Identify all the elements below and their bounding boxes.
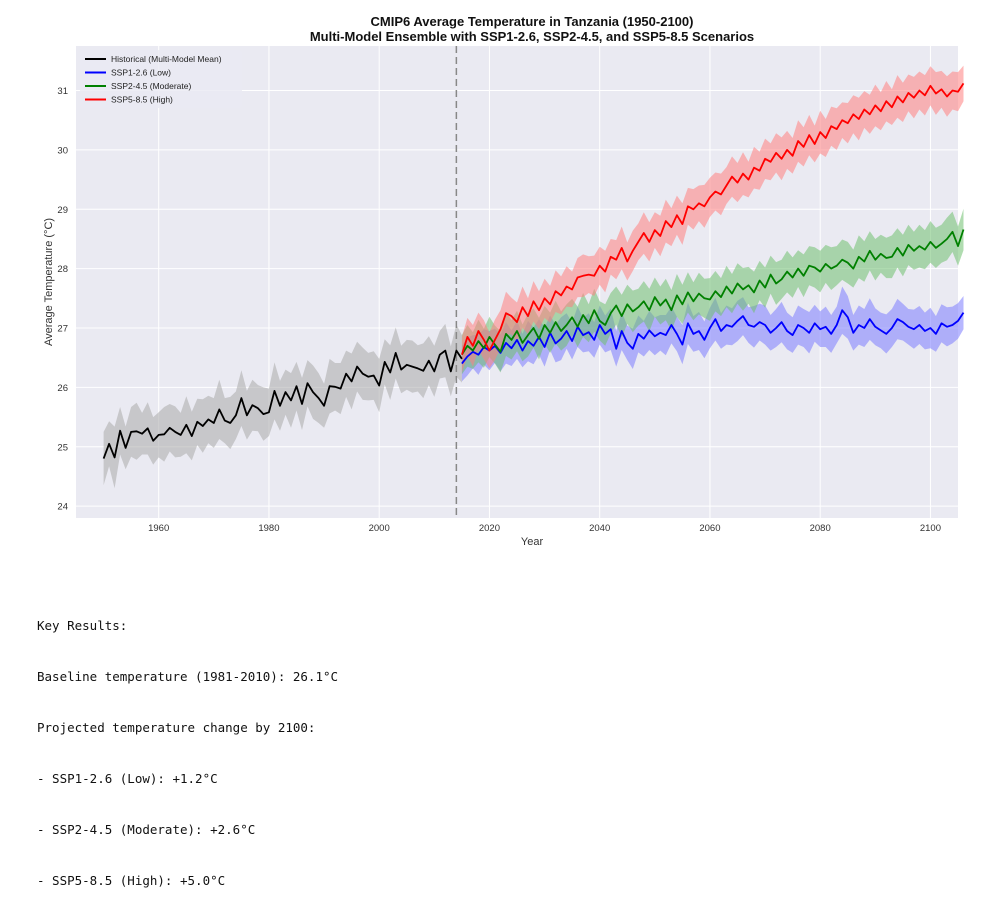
y-tick-label: 30: [57, 145, 68, 156]
grid: [76, 46, 958, 518]
legend: Historical (Multi-Model Mean) SSP1-2.6 (L…: [80, 50, 242, 108]
x-tick-label: 2020: [479, 523, 500, 534]
results-ssp126: - SSP1-2.6 (Low): +1.2°C: [37, 771, 218, 786]
chart-title: CMIP6 Average Temperature in Tanzania (1…: [371, 14, 694, 29]
x-tick-label: 1960: [148, 523, 169, 534]
ssp1-2-6-low-line: [461, 309, 965, 365]
x-tick-label: 2080: [810, 523, 831, 534]
legend-entry: SSP1-2.6 (Low): [111, 68, 171, 78]
y-tick-label: 29: [57, 205, 68, 216]
y-tick-label: 31: [57, 86, 68, 97]
ssp1-2-6-low-band: [461, 286, 964, 382]
x-tick-label: 2040: [589, 523, 610, 534]
y-tick-label: 24: [57, 502, 68, 513]
x-tick-label: 2060: [699, 523, 720, 534]
results-projection-heading: Projected temperature change by 2100:: [37, 720, 316, 735]
y-axis-label: Average Temperature (°C): [43, 218, 55, 346]
historical-multi-model-mean-line: [102, 349, 463, 459]
x-axis-label: Year: [521, 536, 544, 548]
x-tick-label: 2100: [920, 523, 941, 534]
x-tick-label: 2000: [369, 523, 390, 534]
legend-entry: Historical (Multi-Model Mean): [111, 54, 222, 64]
y-tick-label: 26: [57, 383, 68, 394]
legend-box: [80, 50, 242, 108]
y-tick-label: 27: [57, 324, 68, 335]
figure: CMIP6 Average Temperature in Tanzania (1…: [43, 14, 965, 548]
ssp2-4-5-moderate-line: [461, 229, 965, 356]
results-ssp585: - SSP5-8.5 (High): +5.0°C: [37, 873, 226, 888]
key-results: Key Results: Baseline temperature (1981-…: [37, 583, 937, 906]
chart-subtitle: Multi-Model Ensemble with SSP1-2.6, SSP2…: [310, 29, 754, 44]
series-lines: [102, 82, 965, 459]
axis-ticks: 1960 1980 2000 2020 2040 2060 2080 2100 24 25 26 27…: [57, 86, 941, 534]
legend-entry: SSP5-8.5 (High): [111, 95, 173, 105]
historical-multi-model-mean-band: [103, 323, 462, 489]
y-tick-label: 25: [57, 442, 68, 453]
legend-entry: SSP2-4.5 (Moderate): [111, 81, 191, 91]
temperature-chart: CMIP6 Average Temperature in Tanzania (1…: [43, 14, 965, 548]
ssp5-8-5-high-line: [461, 82, 965, 355]
x-tick-label: 1980: [258, 523, 279, 534]
results-heading: Key Results:: [37, 618, 128, 633]
results-baseline: Baseline temperature (1981-2010): 26.1°C: [37, 669, 339, 684]
results-ssp245: - SSP2-4.5 (Moderate): +2.6°C: [37, 822, 256, 837]
ssp5-8-5-high-band: [461, 65, 964, 373]
y-tick-label: 28: [57, 264, 68, 275]
